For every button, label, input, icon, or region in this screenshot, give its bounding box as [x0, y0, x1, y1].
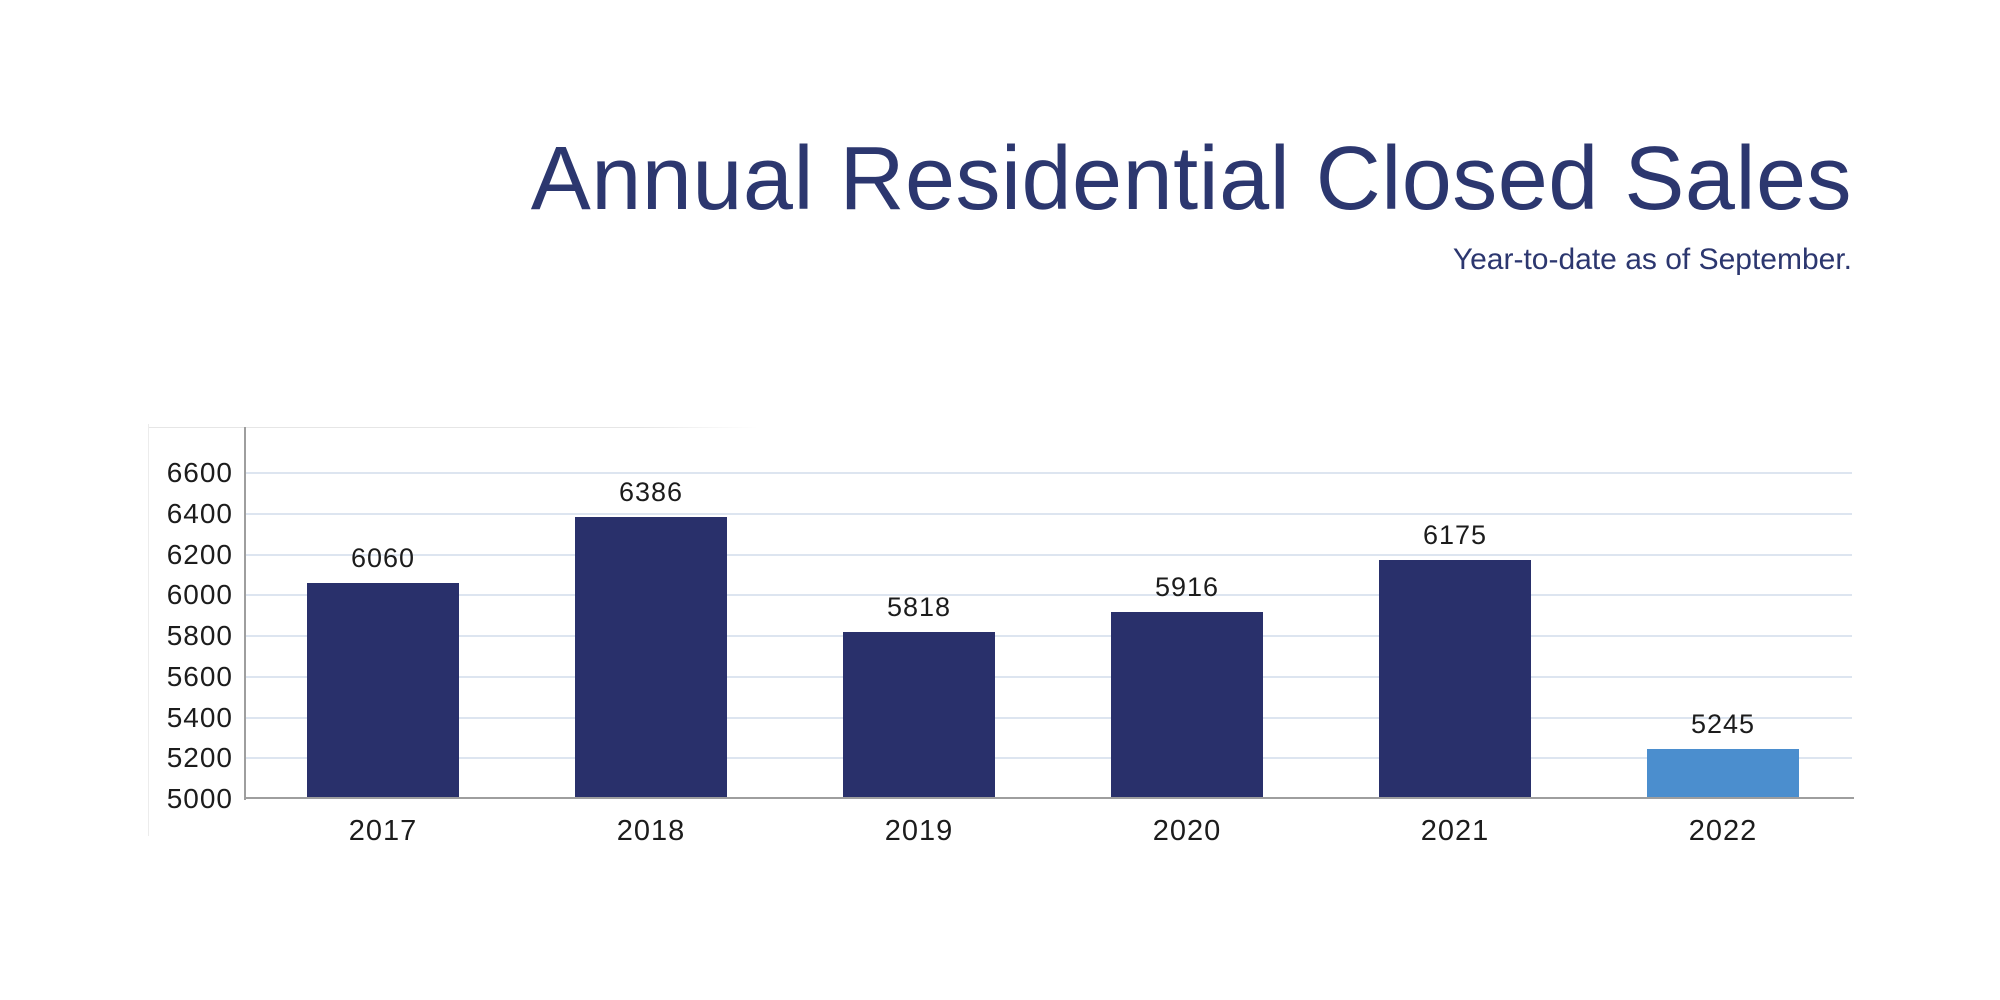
gridline-6400: [246, 512, 1852, 515]
y-tick-6400: 6400: [166, 497, 233, 529]
bar-2022: [1647, 749, 1799, 799]
y-tick-6600: 6600: [166, 457, 233, 488]
bar-2021: [1379, 559, 1531, 799]
bar-2019: [843, 632, 995, 799]
y-tick-6200: 6200: [166, 538, 233, 570]
value-label-2020: 5916: [1154, 572, 1220, 603]
x-axis-line: [244, 797, 1854, 799]
bar-2018: [575, 516, 727, 799]
chart-frame-edge-top: [149, 427, 759, 428]
y-axis-line: [244, 427, 246, 800]
chart-title: Annual Residential Closed Sales: [530, 129, 1852, 229]
gridline-5400: [246, 716, 1852, 719]
y-tick-6000: 6000: [166, 579, 233, 611]
x-tick-2022: 2022: [1688, 815, 1758, 847]
bar-2017: [307, 583, 459, 799]
chart-frame-edge-left: [148, 424, 149, 836]
value-label-2018: 6386: [618, 476, 684, 507]
x-tick-2021: 2021: [1420, 815, 1490, 847]
value-label-2019: 5818: [886, 592, 952, 623]
y-tick-5000: 5000: [166, 783, 233, 814]
value-label-2021: 6175: [1422, 519, 1488, 550]
x-tick-2020: 2020: [1152, 815, 1222, 847]
value-label-2022: 5245: [1690, 709, 1756, 740]
bar-2020: [1111, 612, 1263, 799]
x-tick-2018: 2018: [616, 815, 686, 847]
gridline-6000: [246, 594, 1852, 597]
value-label-2017: 6060: [350, 543, 416, 574]
plot-area: 6060 6386 5818 5916 6175 5245: [246, 427, 1852, 799]
gridline-6600: [246, 472, 1852, 474]
y-tick-5800: 5800: [166, 620, 233, 651]
chart-subtitle: Year-to-date as of September.: [1452, 243, 1852, 276]
y-tick-5600: 5600: [166, 660, 233, 692]
y-tick-5400: 5400: [166, 701, 233, 733]
gridline-5600: [246, 675, 1852, 678]
x-tick-2019: 2019: [884, 815, 954, 847]
gridline-5200: [246, 757, 1852, 760]
y-tick-5200: 5200: [166, 742, 233, 774]
gridline-6200: [246, 553, 1852, 556]
gridline-5800: [246, 635, 1852, 637]
x-tick-2017: 2017: [348, 815, 418, 847]
